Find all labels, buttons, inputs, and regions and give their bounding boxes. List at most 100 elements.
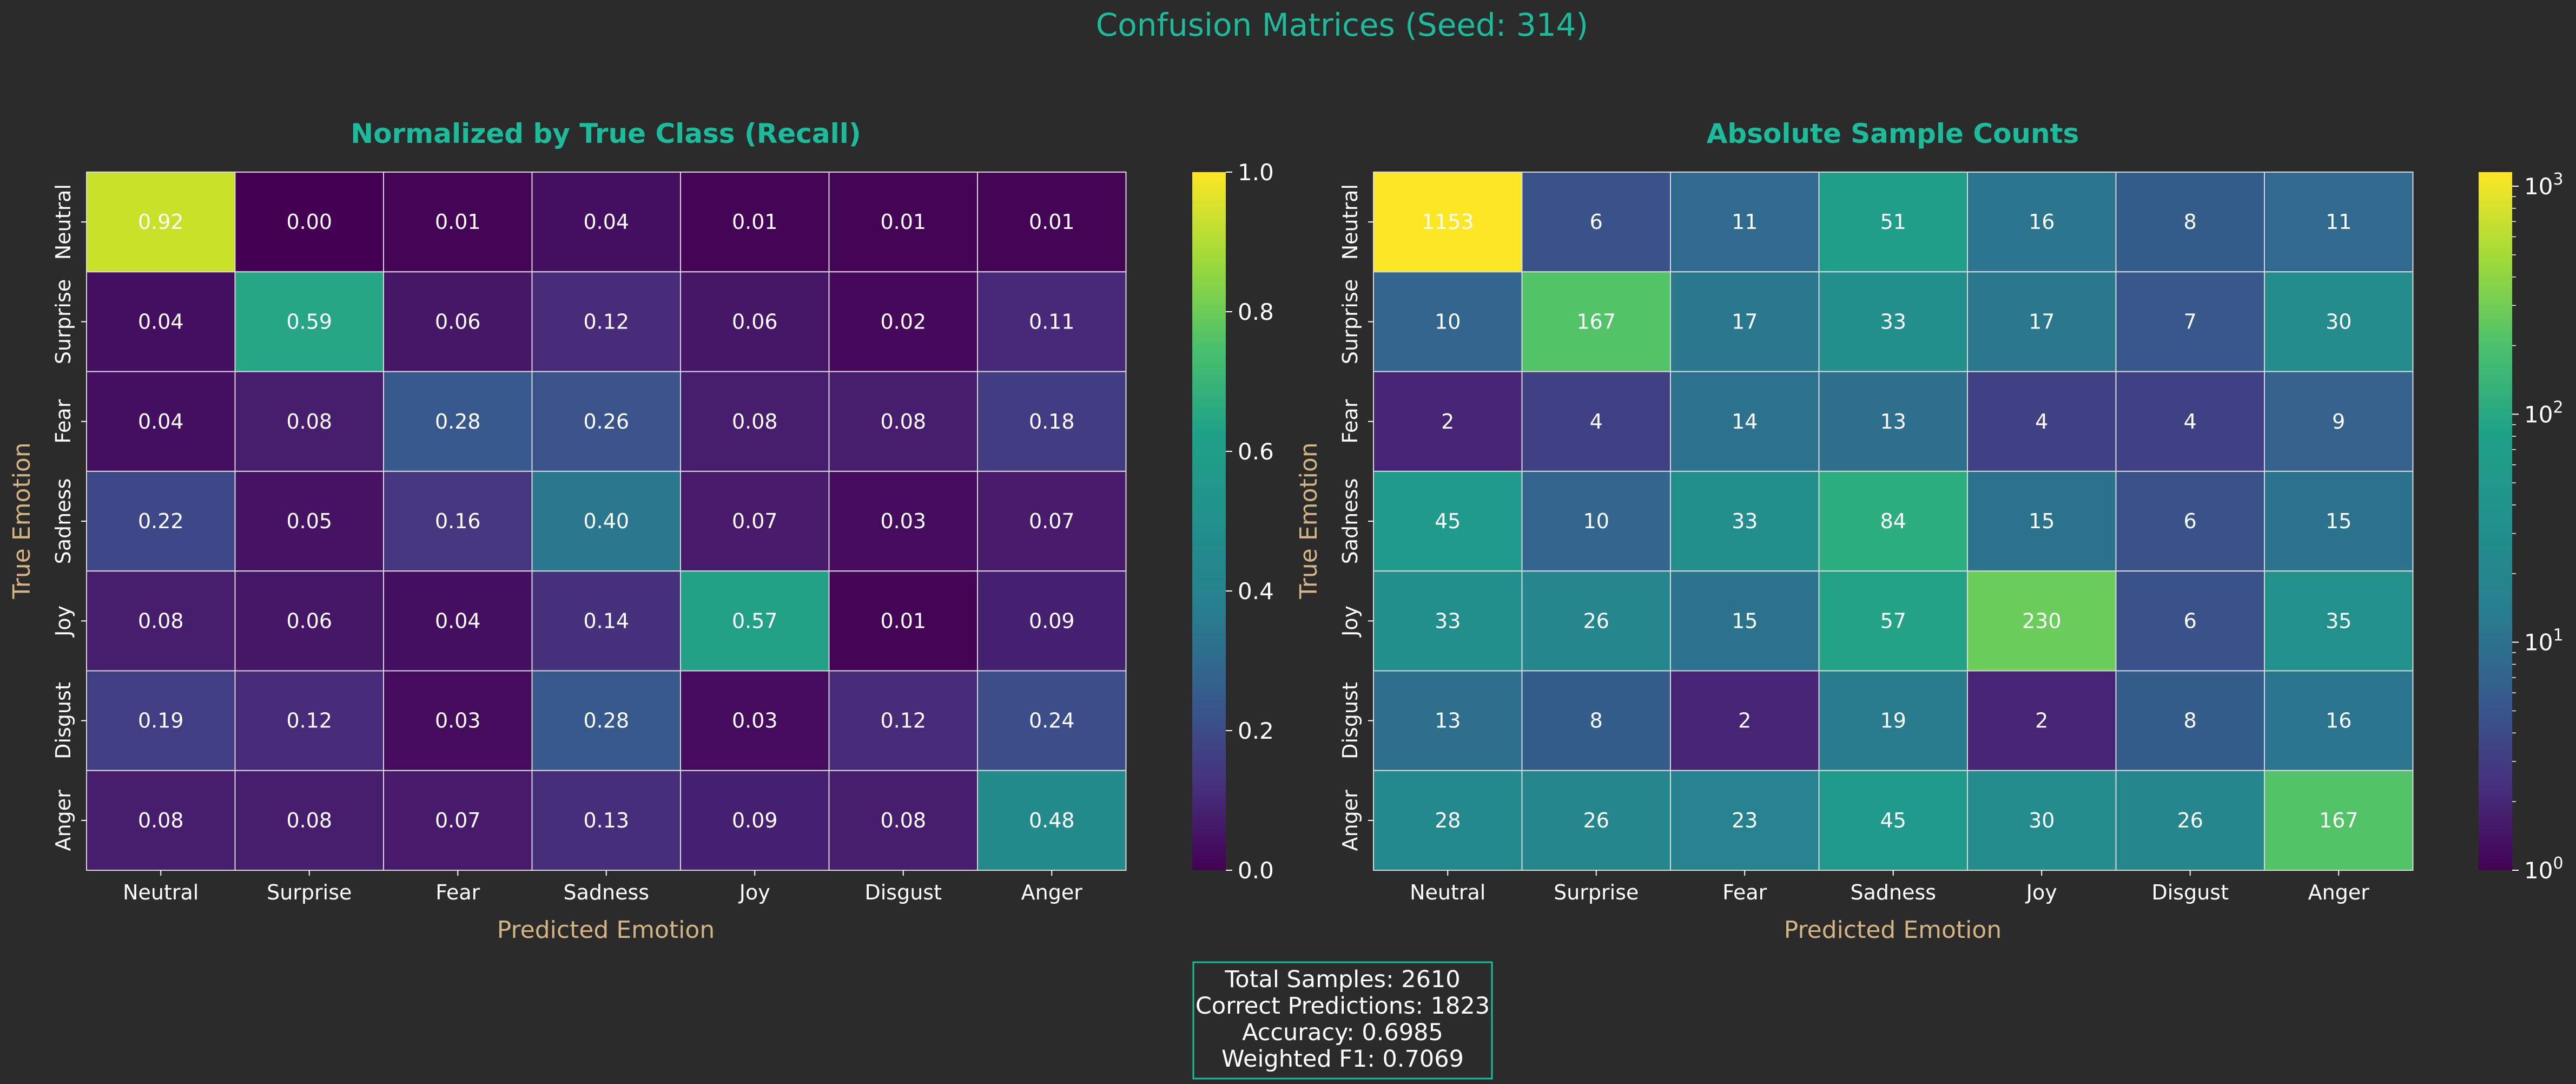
- heatmap-cell-label: 14: [1732, 410, 1758, 433]
- y-tick-label: Joy: [1338, 606, 1362, 638]
- heatmap-cell-label: 0.13: [583, 809, 629, 832]
- heatmap-cell-label: 0.07: [435, 809, 481, 832]
- heatmap-cell: [1670, 371, 1820, 472]
- heatmap-cell: [86, 371, 236, 472]
- heatmap-cell-label: 0.22: [138, 509, 184, 533]
- heatmap-cell: [2115, 470, 2265, 572]
- heatmap-cell: [680, 371, 830, 472]
- heatmap-cell-label: 167: [1576, 310, 1616, 333]
- x-tick-label: Disgust: [864, 881, 942, 904]
- heatmap-cell-label: 57: [1880, 609, 1906, 633]
- x-tick-label: Surprise: [267, 881, 352, 904]
- colorbar-tick-label: 1.0: [1238, 159, 1274, 186]
- heatmap-cell-label: 10: [1435, 310, 1461, 333]
- heatmap-cell-label: 0.48: [1029, 809, 1075, 832]
- heatmap-cell-label: 33: [1435, 609, 1461, 633]
- heatmap-normalized-ylabel: True Emotion: [8, 442, 36, 599]
- heatmap-cell: [1818, 570, 1968, 672]
- heatmap-cell: [977, 670, 1127, 771]
- heatmap-cell: [828, 470, 978, 572]
- heatmap-cell: [86, 172, 236, 273]
- y-tick-label: Surprise: [51, 279, 75, 364]
- y-tick-label: Disgust: [1338, 682, 1362, 759]
- x-tick-label: Sadness: [1850, 881, 1936, 904]
- heatmap-cell-label: 0.04: [435, 609, 481, 633]
- heatmap-cell: [531, 670, 681, 771]
- heatmap-cell-label: 0.26: [583, 410, 629, 433]
- heatmap-cell: [1670, 570, 1820, 672]
- heatmap-cell-label: 17: [1732, 310, 1758, 333]
- heatmap-cell: [531, 371, 681, 472]
- stats-box-frame: [1192, 961, 1493, 1080]
- heatmap-cell: [2264, 670, 2414, 771]
- heatmap-cell: [977, 371, 1127, 472]
- heatmap-cell-label: 15: [2029, 509, 2055, 533]
- heatmap-cell: [383, 172, 533, 273]
- colorbar-tick-label: 102: [2524, 398, 2564, 428]
- colorbar-counts: [2479, 172, 2512, 870]
- x-tick-label: Neutral: [123, 881, 199, 904]
- heatmap-cell: [1373, 172, 1523, 273]
- heatmap-cell-label: 6: [2184, 609, 2197, 633]
- heatmap-cell: [1373, 570, 1523, 672]
- heatmap-cell: [1521, 271, 1671, 372]
- heatmap-normalized-title: Normalized by True Class (Recall): [351, 118, 861, 149]
- heatmap-cell-label: 0.03: [732, 709, 778, 733]
- heatmap-cell-label: 0.18: [1029, 410, 1075, 433]
- colorbar-tick-label: 0.8: [1238, 299, 1274, 325]
- heatmap-cell-label: 13: [1880, 410, 1906, 433]
- stats-correct-predictions: Correct Predictions: 1823: [1195, 993, 1490, 1020]
- y-tick-label: Neutral: [51, 184, 75, 260]
- heatmap-cell: [531, 770, 681, 871]
- heatmap-cell: [1967, 271, 2117, 372]
- y-tick-label: Neutral: [1338, 184, 1362, 260]
- heatmap-cell-label: 0.92: [138, 210, 184, 234]
- heatmap-cell-label: 0.12: [286, 709, 332, 733]
- heatmap-cell-label: 4: [2184, 410, 2197, 433]
- heatmap-cell-label: 0.24: [1029, 709, 1075, 733]
- heatmap-cell-label: 0.12: [880, 709, 926, 733]
- heatmap-cell: [234, 470, 384, 572]
- heatmap-cell: [1967, 371, 2117, 472]
- x-tick-label: Anger: [1021, 881, 1083, 904]
- heatmap-cell-label: 0.40: [583, 509, 629, 533]
- heatmap-cell-label: 4: [1590, 410, 1603, 433]
- heatmap-cell-label: 0.01: [732, 210, 778, 234]
- heatmap-cell-label: 45: [1880, 809, 1906, 832]
- colorbar-tick-label: 0.0: [1238, 857, 1274, 884]
- x-tick-label: Joy: [2025, 881, 2057, 904]
- heatmap-cell-label: 10: [1583, 509, 1609, 533]
- heatmap-cell: [1521, 770, 1671, 871]
- heatmap-cell-label: 30: [2326, 310, 2352, 333]
- heatmap-cell: [1670, 271, 1820, 372]
- heatmap-cell-label: 0.00: [286, 210, 332, 234]
- heatmap-cell-label: 15: [2326, 509, 2352, 533]
- heatmap-cell-label: 28: [1435, 809, 1461, 832]
- heatmap-cell-label: 8: [2184, 709, 2197, 733]
- heatmap-cell-label: 0.08: [286, 809, 332, 832]
- heatmap-cell: [1818, 670, 1968, 771]
- heatmap-cell: [1818, 470, 1968, 572]
- heatmap-cell-label: 0.07: [732, 509, 778, 533]
- y-tick-label: Sadness: [51, 478, 75, 564]
- stats-total-samples: Total Samples: 2610: [1224, 966, 1460, 993]
- heatmap-cell-label: 2: [1738, 709, 1751, 733]
- heatmap-cell-label: 0.14: [583, 609, 629, 633]
- heatmap-cell-label: 0.09: [732, 809, 778, 832]
- heatmap-normalized-y-ticks: Neutral Surprise Fear Sadness Joy Disgust Ange…: [51, 184, 87, 851]
- heatmap-cell-label: 16: [2326, 709, 2352, 733]
- x-tick-label: Neutral: [1410, 881, 1485, 904]
- colorbar-tick-label: 100: [2524, 854, 2564, 884]
- figure-title: Confusion Matrices (Seed: 314): [1096, 6, 1588, 43]
- heatmap-cell: [1670, 172, 1820, 273]
- heatmap-cell: [1521, 172, 1671, 273]
- heatmap-cell: [86, 470, 236, 572]
- heatmap-cell-label: 0.04: [583, 210, 629, 234]
- heatmap-cell-label: 84: [1880, 509, 1906, 533]
- heatmap-cell-label: 19: [1880, 709, 1906, 733]
- heatmap-cell-label: 0.04: [138, 310, 184, 333]
- heatmap-cell: [1670, 670, 1820, 771]
- heatmap-cell: [680, 172, 830, 273]
- heatmap-cell-label: 0.11: [1029, 310, 1075, 333]
